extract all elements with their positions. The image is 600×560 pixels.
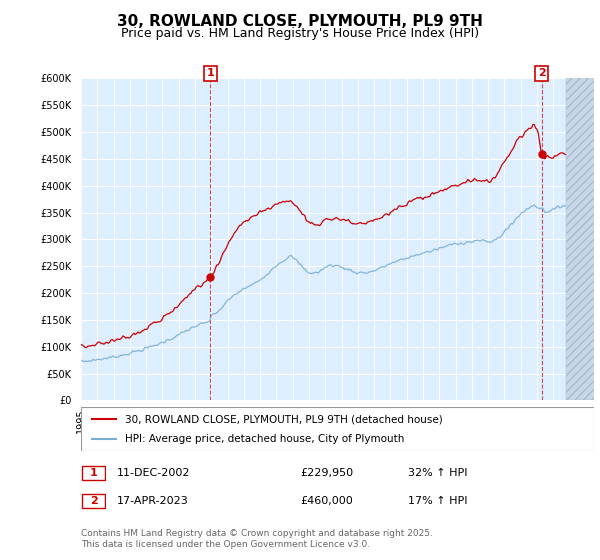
Text: Price paid vs. HM Land Registry's House Price Index (HPI): Price paid vs. HM Land Registry's House … bbox=[121, 27, 479, 40]
Bar bbox=[82, 466, 105, 480]
Text: 2: 2 bbox=[538, 68, 545, 78]
Text: 32% ↑ HPI: 32% ↑ HPI bbox=[408, 468, 467, 478]
Text: 17% ↑ HPI: 17% ↑ HPI bbox=[408, 496, 467, 506]
Text: £460,000: £460,000 bbox=[300, 496, 353, 506]
Text: 1: 1 bbox=[90, 468, 97, 478]
Text: £229,950: £229,950 bbox=[300, 468, 353, 478]
Text: 30, ROWLAND CLOSE, PLYMOUTH, PL9 9TH (detached house): 30, ROWLAND CLOSE, PLYMOUTH, PL9 9TH (de… bbox=[125, 414, 442, 424]
Text: HPI: Average price, detached house, City of Plymouth: HPI: Average price, detached house, City… bbox=[125, 433, 404, 444]
Bar bbox=[566, 78, 600, 400]
Text: 1: 1 bbox=[206, 68, 214, 78]
Text: 17-APR-2023: 17-APR-2023 bbox=[117, 496, 189, 506]
Text: 2: 2 bbox=[90, 496, 97, 506]
Text: 30, ROWLAND CLOSE, PLYMOUTH, PL9 9TH: 30, ROWLAND CLOSE, PLYMOUTH, PL9 9TH bbox=[117, 14, 483, 29]
Bar bbox=[82, 494, 105, 508]
Text: Contains HM Land Registry data © Crown copyright and database right 2025.
This d: Contains HM Land Registry data © Crown c… bbox=[81, 529, 433, 549]
Text: 11-DEC-2002: 11-DEC-2002 bbox=[117, 468, 191, 478]
